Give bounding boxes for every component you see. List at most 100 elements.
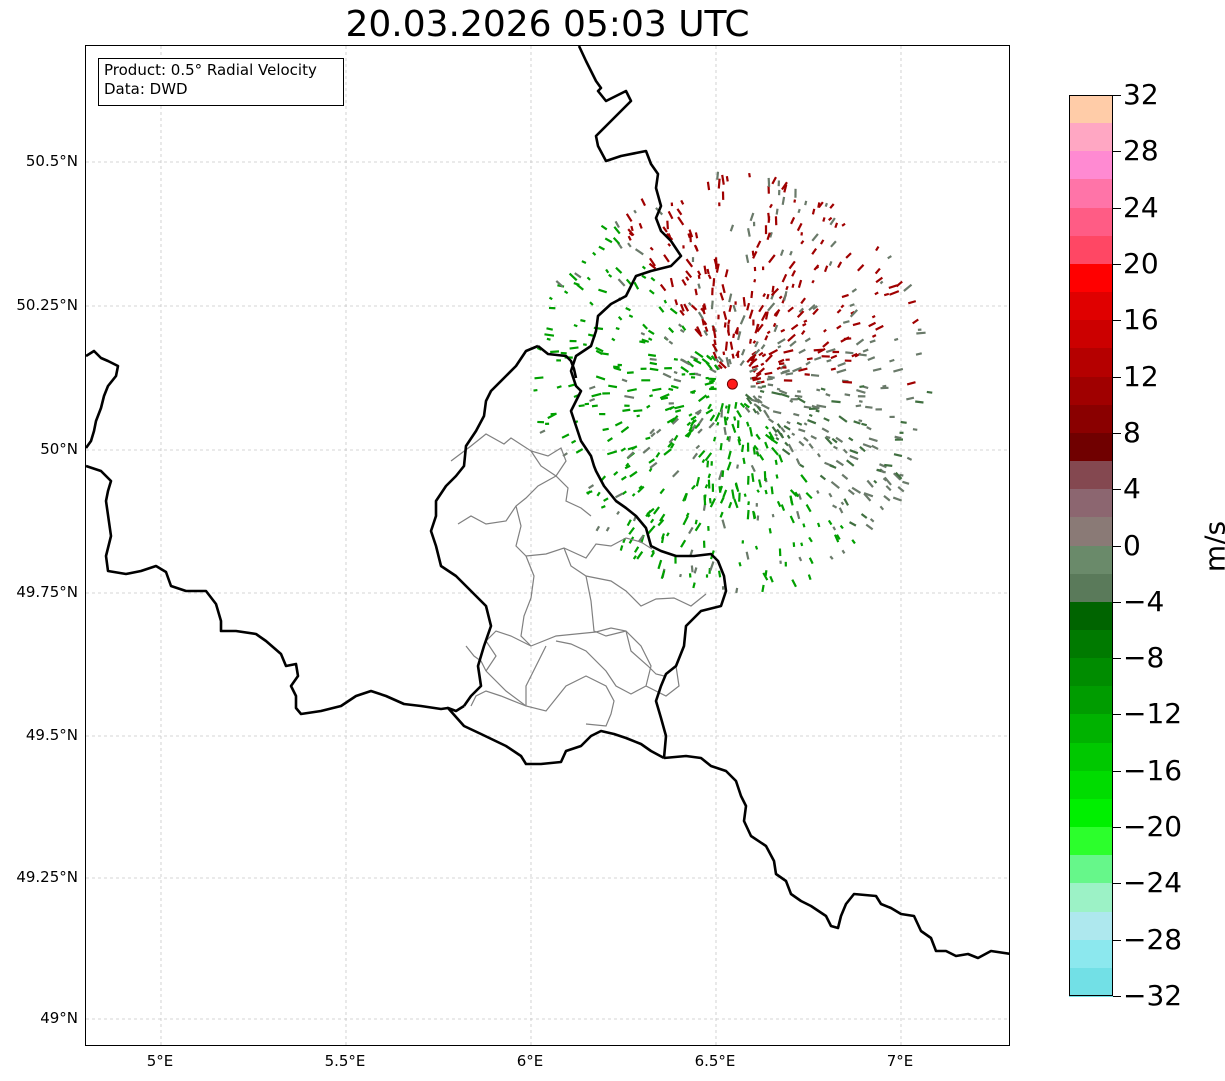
radar-echo	[754, 323, 760, 334]
radar-echo	[615, 327, 620, 331]
radar-echo	[796, 421, 803, 426]
radar-echo	[760, 362, 765, 366]
lon-label: 5.5°E	[324, 1052, 366, 1070]
radar-echo	[765, 311, 769, 320]
radar-site-marker[interactable]	[726, 378, 738, 390]
radar-echo	[868, 321, 877, 328]
radar-echo	[546, 327, 553, 331]
radar-echo	[732, 304, 737, 313]
radar-echo	[820, 387, 826, 391]
radar-echo	[670, 443, 675, 449]
radar-echo	[842, 448, 848, 454]
radar-echo	[792, 366, 802, 373]
radar-echo	[632, 555, 637, 560]
colorbar-tick-label: 4	[1123, 472, 1141, 506]
radar-echo	[802, 523, 806, 528]
radar-echo	[634, 248, 644, 256]
radar-echo	[742, 296, 746, 307]
radar-echo	[693, 244, 699, 252]
radar-echo	[804, 337, 811, 343]
radar-echo	[633, 281, 640, 290]
colorbar-tick-label: 32	[1123, 78, 1159, 111]
radar-echo	[762, 572, 769, 581]
colorbar-segment	[1069, 404, 1113, 434]
radar-echo	[694, 519, 698, 525]
radar-echo	[748, 172, 751, 178]
radar-echo	[752, 377, 762, 382]
colorbar-tick	[1113, 883, 1121, 885]
radar-echo	[649, 246, 654, 251]
radar-echo	[750, 358, 758, 365]
radar-echo	[871, 334, 877, 338]
radar-echo	[710, 300, 714, 310]
radar-echo	[621, 378, 628, 383]
radar-echo	[737, 436, 742, 442]
country-borders	[86, 46, 1009, 960]
radar-echo	[641, 379, 651, 382]
radar-echo	[595, 525, 601, 532]
radar-echo	[755, 451, 760, 457]
radar-echo	[812, 305, 818, 311]
radar-echo	[836, 324, 842, 330]
radar-echo	[784, 441, 789, 447]
radar-echo	[777, 189, 781, 196]
radar-echo	[795, 458, 801, 465]
radar-echo	[779, 432, 785, 439]
colorbar-segment	[1069, 179, 1113, 209]
radar-echo	[712, 328, 717, 339]
colorbar-segment	[1069, 714, 1113, 744]
radar-echo	[627, 228, 635, 237]
radar-echo	[694, 350, 704, 359]
colorbar-segment	[1069, 742, 1113, 772]
radar-echo	[719, 442, 723, 451]
radar-echo	[617, 363, 622, 367]
radar-echo	[892, 472, 902, 481]
colorbar-segment	[1069, 123, 1113, 152]
radar-echo	[764, 371, 773, 376]
radar-echo	[906, 381, 916, 386]
radar-echo	[708, 377, 716, 381]
radar-echo	[704, 381, 714, 386]
radar-echo	[812, 308, 819, 316]
radar-echo	[707, 403, 712, 410]
radar-map[interactable]	[85, 45, 1010, 1046]
radar-echo	[764, 335, 769, 341]
radar-echo	[613, 226, 621, 235]
radar-echo	[685, 270, 693, 279]
radar-echo	[752, 319, 755, 326]
radar-echo	[825, 348, 836, 354]
radar-echo	[719, 511, 724, 518]
colorbar-segment	[1069, 629, 1113, 659]
radar-echo	[754, 341, 759, 348]
radar-echo	[605, 526, 610, 532]
radar-echo	[586, 490, 592, 495]
product-label: Product: 0.5° Radial Velocity	[104, 61, 317, 79]
radar-echo	[733, 416, 737, 421]
radar-echo	[808, 557, 814, 565]
radar-echo	[689, 372, 695, 376]
map-title: 20.03.2026 05:03 UTC	[345, 4, 750, 45]
radar-echo	[873, 479, 878, 484]
radar-echo	[616, 510, 620, 516]
radar-echo	[686, 432, 692, 438]
radar-echo	[673, 434, 679, 441]
radar-echo	[655, 451, 661, 458]
radar-echo	[614, 220, 620, 229]
radar-echo	[787, 333, 796, 342]
radar-echo	[799, 463, 805, 469]
radar-echo	[568, 272, 578, 282]
radar-echo	[659, 513, 666, 522]
radar-echo	[648, 337, 653, 341]
map-canvas[interactable]	[86, 46, 1010, 1046]
radar-echo	[706, 181, 711, 191]
radar-echo	[774, 216, 778, 226]
radar-echo	[738, 492, 741, 502]
radar-echo	[785, 285, 789, 291]
radar-echo	[733, 498, 739, 509]
radar-echo	[707, 274, 712, 280]
lat-label: 49.5°N	[25, 726, 78, 744]
radar-echo	[848, 521, 857, 527]
radar-echo	[777, 180, 781, 187]
radar-echo	[819, 239, 825, 245]
colorbar-segment	[1069, 686, 1113, 716]
